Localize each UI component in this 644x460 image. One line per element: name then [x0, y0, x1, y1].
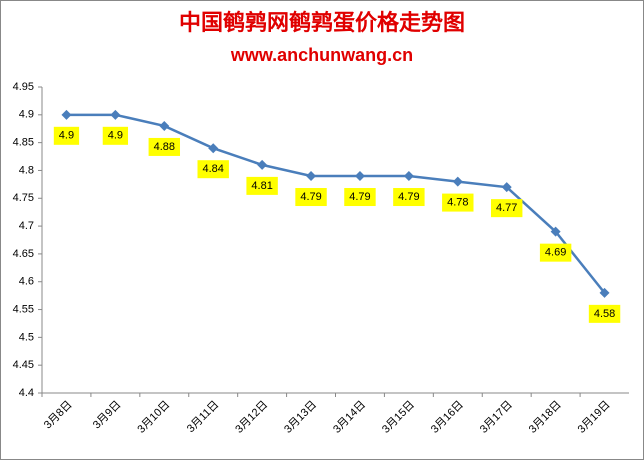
- data-label: 4.84: [202, 163, 223, 175]
- marker: [306, 171, 317, 182]
- marker: [599, 287, 610, 298]
- marker: [501, 182, 512, 193]
- data-label-bg: [295, 188, 327, 207]
- data-label-bg: [344, 188, 376, 207]
- marker: [257, 159, 268, 170]
- data-label: 4.79: [300, 191, 321, 203]
- data-label-bg: [490, 199, 523, 218]
- marker: [110, 109, 121, 120]
- y-tick-label: 4.95: [13, 81, 34, 93]
- data-label-bg: [102, 126, 129, 145]
- data-label: 4.88: [154, 141, 175, 153]
- marker: [403, 171, 414, 182]
- data-label: 4.69: [545, 247, 566, 259]
- data-label: 4.58: [594, 308, 615, 320]
- data-label: 4.79: [398, 191, 419, 203]
- y-tick-label: 4.9: [19, 109, 34, 121]
- marker: [159, 120, 170, 131]
- marker: [208, 143, 219, 154]
- data-label: 4.78: [447, 196, 468, 208]
- chart-subtitle: www.anchunwang.cn: [230, 45, 413, 65]
- marker: [354, 171, 365, 182]
- data-label-bg: [539, 243, 572, 262]
- data-label-bg: [442, 193, 474, 212]
- y-tick-label: 4.5: [19, 331, 34, 343]
- data-label: 4.77: [496, 202, 517, 214]
- y-tick-label: 4.75: [13, 192, 34, 204]
- marker: [550, 226, 561, 237]
- y-tick-label: 4.45: [13, 359, 34, 371]
- data-label: 4.9: [108, 130, 123, 142]
- y-tick-label: 4.55: [13, 303, 34, 315]
- y-tick-label: 4.8: [19, 164, 34, 176]
- marker: [452, 176, 463, 187]
- marker: [61, 109, 72, 120]
- y-tick-label: 4.4: [19, 387, 34, 399]
- data-label-bg: [588, 304, 621, 323]
- data-label-bg: [197, 160, 229, 179]
- data-label-bg: [148, 137, 181, 156]
- chart-title: 中国鹌鹑网鹌鹑蛋价格走势图: [179, 10, 465, 36]
- y-tick-label: 4.7: [19, 220, 34, 232]
- y-tick-label: 4.85: [13, 137, 34, 149]
- data-label: 4.81: [251, 180, 272, 192]
- data-label-bg: [53, 126, 80, 145]
- data-label: 4.79: [349, 191, 370, 203]
- data-label: 4.9: [59, 130, 74, 142]
- data-label-bg: [393, 188, 425, 207]
- y-tick-label: 4.6: [19, 276, 34, 288]
- data-label-bg: [246, 176, 278, 195]
- line: [66, 113, 606, 294]
- y-tick-label: 4.65: [13, 248, 34, 260]
